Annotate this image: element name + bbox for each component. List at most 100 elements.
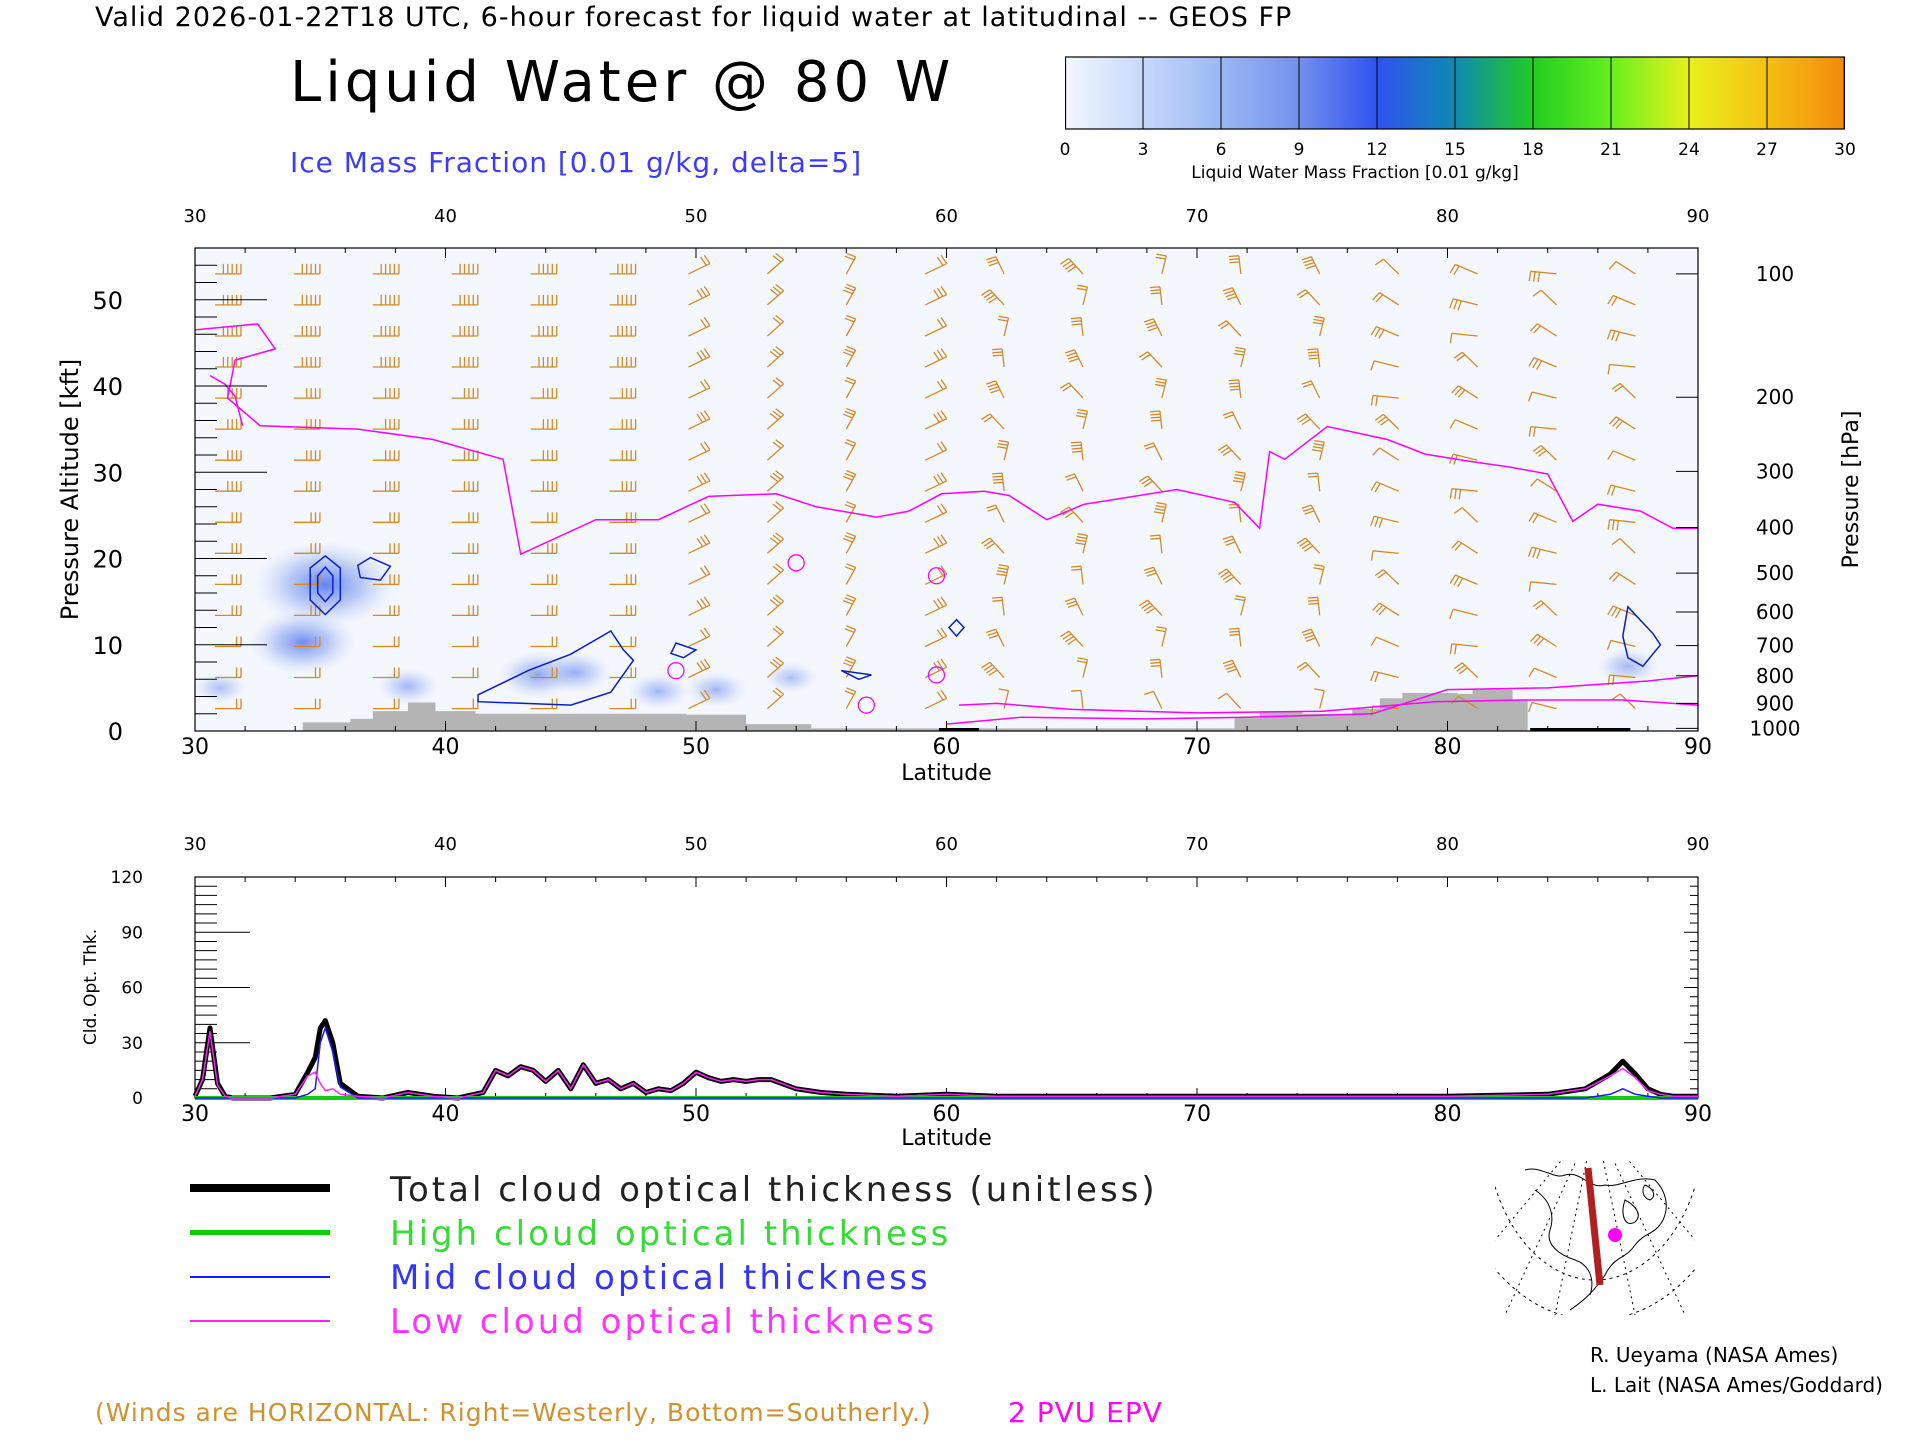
wind-barb: [1532, 444, 1557, 461]
wind-barb: [215, 512, 242, 523]
wind-barb: [609, 294, 637, 306]
wind-barb: [1222, 287, 1242, 306]
wind-barb: [1070, 441, 1084, 461]
ice-fraction-blob: [764, 661, 819, 694]
top-latitude-label: 80: [1436, 206, 1459, 227]
wind-barb: [293, 481, 321, 492]
wind-barb: [215, 605, 242, 617]
wind-barb: [688, 410, 711, 430]
map-section-track: [1584, 1167, 1604, 1286]
wind-barb: [1228, 627, 1242, 647]
cot-plot-frame: [194, 876, 1699, 1099]
wind-barbs: [215, 252, 1636, 716]
wind-barb: [293, 574, 321, 586]
wind-barb: [688, 286, 711, 306]
wind-barb: [372, 263, 400, 275]
wind-barb: [372, 543, 400, 554]
colorbar-segment: [1689, 57, 1768, 129]
wind-barb: [1606, 639, 1636, 651]
wind-barb: [1060, 630, 1084, 647]
wind-barb: [1527, 391, 1557, 402]
wind-barb: [451, 667, 479, 679]
mid-series-line: [195, 1027, 1698, 1099]
wind-barb: [688, 254, 711, 275]
pressure-tick-label: 400: [1756, 515, 1794, 539]
epv-low-level-line: [946, 675, 1699, 725]
wind-barb: [530, 357, 558, 368]
chart-title: Liquid Water @ 80 W: [290, 50, 955, 115]
wind-barb: [372, 481, 400, 492]
valid-time-header: Valid 2026-01-22T18 UTC, 6-hour forecast…: [95, 2, 1293, 33]
wind-barb: [844, 625, 857, 647]
wind-barb: [1149, 410, 1163, 430]
wind-barb: [844, 376, 857, 399]
pressure-tick-label: 500: [1756, 561, 1794, 585]
wind-barb: [924, 441, 948, 461]
wind-barb: [1607, 519, 1636, 531]
wind-barb: [924, 410, 948, 430]
wind-barb: [451, 605, 479, 617]
low-series-line: [194, 1030, 1698, 1099]
wind-barb: [530, 294, 558, 306]
wind-barb: [924, 379, 948, 399]
wind-barb: [688, 627, 711, 648]
colorbar-segment: [1533, 57, 1612, 129]
wind-barb: [372, 667, 400, 679]
wind-barb: [1527, 701, 1557, 713]
wind-barb: [293, 636, 321, 648]
wind-barb: [609, 543, 637, 554]
wind-barb: [1374, 413, 1400, 430]
wind-barb: [1301, 504, 1321, 523]
wind-barb: [688, 565, 711, 585]
wind-barb: [1608, 261, 1636, 275]
wind-barb: [1064, 473, 1084, 492]
wind-barb: [842, 407, 857, 430]
wind-barb: [997, 439, 1010, 461]
colorbar-frame: [1065, 56, 1845, 130]
wind-barb: [451, 419, 479, 430]
wind-barb: [1143, 442, 1163, 461]
cot-y-tick-label: 60: [121, 979, 143, 999]
wind-barb: [293, 294, 321, 306]
wind-barb: [1449, 574, 1478, 588]
wind-barb: [1154, 501, 1167, 523]
wind-barb: [1451, 540, 1478, 554]
wind-barb: [1528, 581, 1557, 592]
credit-ueyama: R. Ueyama (NASA Ames): [1590, 1343, 1839, 1367]
wind-barb: [688, 689, 711, 710]
credit-lait: L. Lait (NASA Ames/Goddard): [1590, 1373, 1883, 1397]
wind-barb: [1222, 411, 1242, 430]
cot-y-tick-label: 120: [111, 868, 143, 888]
wind-barb: [530, 419, 558, 430]
colorbar-tick-label: 15: [1444, 140, 1466, 160]
colorbar-segment: [1377, 57, 1456, 129]
wind-barb: [372, 326, 400, 337]
wind-barb: [1607, 294, 1636, 307]
wind-barb: [1370, 515, 1399, 528]
pressure-tick-label: 600: [1756, 600, 1794, 624]
wind-barb: [1370, 550, 1399, 561]
wind-barb: [609, 388, 637, 399]
wind-barb: [1530, 633, 1557, 648]
wind-barb: [1374, 569, 1400, 585]
wind-barb: [1060, 258, 1084, 275]
wind-barb: [609, 667, 637, 679]
map-islands: [1622, 1184, 1655, 1224]
wind-barb: [688, 317, 711, 337]
cot-y-axis-label: Cld. Opt. Thk.: [81, 929, 101, 1045]
latitude-tick-label: 40: [432, 735, 460, 760]
wind-barb: [1528, 512, 1557, 524]
wind-barb: [924, 689, 948, 710]
wind-barb: [924, 565, 948, 585]
wind-barb: [1143, 566, 1163, 585]
wind-barb: [530, 543, 558, 554]
altitude-tick-label: 0: [108, 718, 123, 746]
x-axis-label: Latitude: [901, 761, 992, 786]
wind-barb: [530, 667, 558, 679]
wind-barb: [981, 537, 1005, 554]
wind-barb: [1076, 657, 1089, 678]
wind-barb: [766, 687, 785, 710]
colorbar-segment: [1065, 57, 1144, 129]
wind-barb: [1075, 408, 1089, 430]
wind-barb: [1154, 377, 1167, 399]
